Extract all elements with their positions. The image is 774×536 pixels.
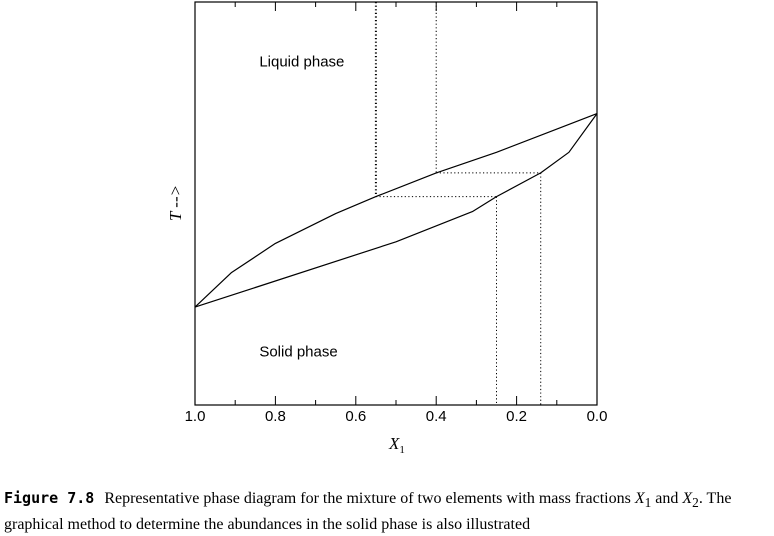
caption-var-1: X — [634, 490, 645, 507]
caption-var-2: X — [682, 490, 693, 507]
solidus-curve — [194, 113, 598, 308]
solid-phase-label: Solid phase — [259, 344, 337, 361]
axis-ticks — [194, 2, 598, 405]
region-labels: Liquid phase Solid phase — [259, 53, 344, 360]
phase-curves — [194, 113, 598, 308]
caption-var-2-sub: 2 — [692, 495, 699, 511]
x-tick-label: 0.0 — [587, 408, 608, 425]
liquidus-curve — [194, 113, 598, 308]
plot-frame — [194, 1, 598, 406]
figure-label: Figure 7.8 — [4, 489, 95, 507]
x-tick-label: 0.6 — [345, 408, 366, 425]
phase-diagram-chart: 1.0 0.8 0.6 0.4 0.2 0.0 Liquid phase Solid pha… — [166, 1, 608, 456]
figure-caption: Figure 7.8 Representative phase diagram f… — [4, 487, 774, 536]
x-tick-label: 0.4 — [426, 408, 447, 425]
x-tick-label: 0.2 — [506, 408, 527, 425]
x-axis-label: X1 — [388, 434, 405, 456]
x-tick-label: 1.0 — [185, 408, 206, 425]
caption-var-1-sub: 1 — [644, 495, 652, 511]
y-axis-label: T --> — [166, 185, 185, 221]
tie-lines — [374, 2, 542, 405]
liquid-phase-label: Liquid phase — [259, 53, 344, 70]
caption-text-1: Representative phase diagram for the mix… — [104, 490, 635, 507]
caption-text-2: and — [651, 490, 683, 507]
caption-text-3: . The graphical method to determine the … — [4, 490, 732, 534]
x-tick-label: 0.8 — [265, 408, 286, 425]
x-tick-labels: 1.0 0.8 0.6 0.4 0.2 0.0 — [185, 408, 608, 425]
